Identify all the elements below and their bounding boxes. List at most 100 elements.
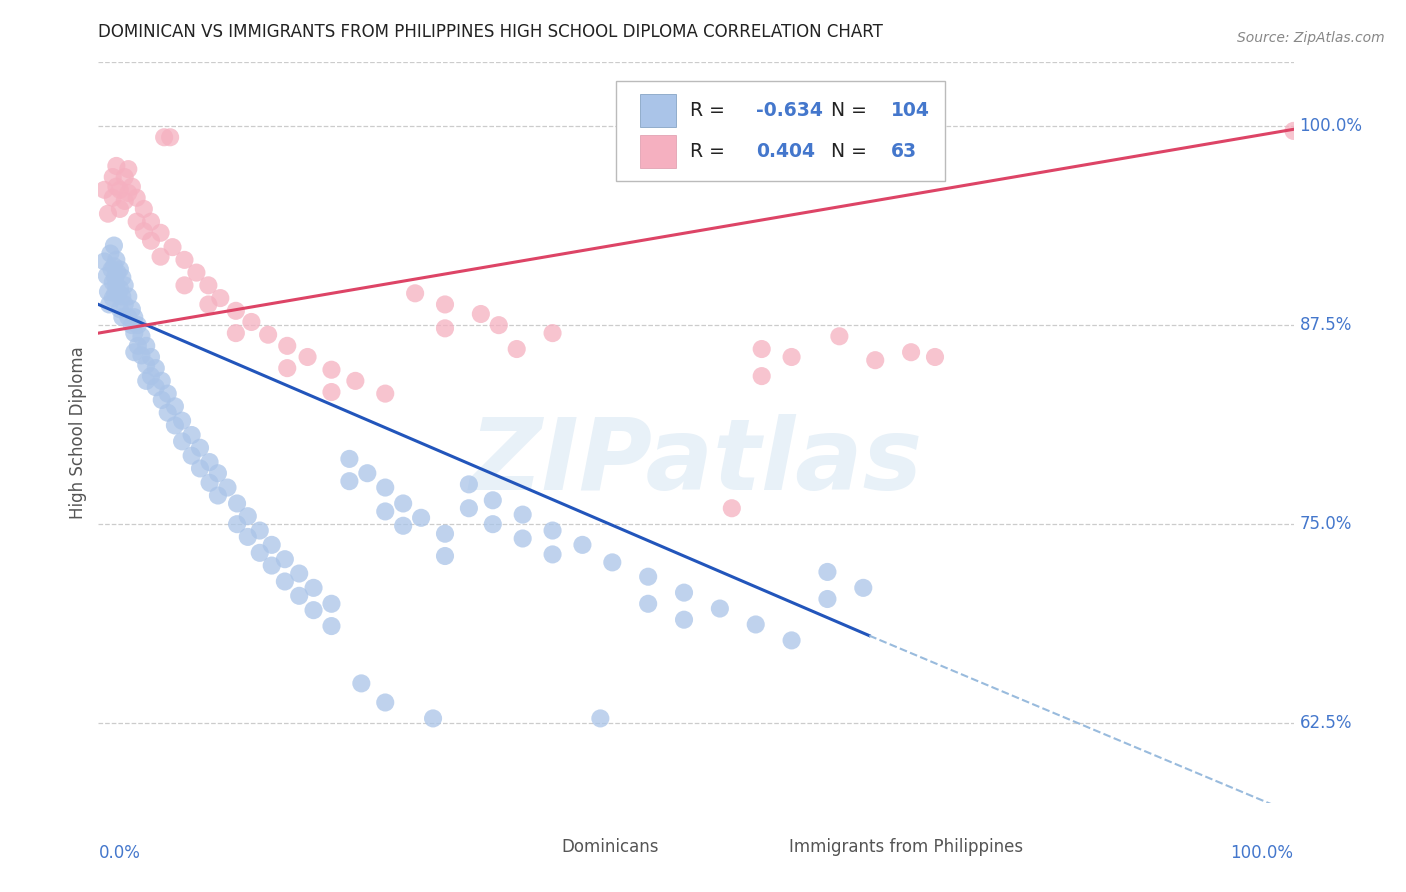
Point [302, 603, 325, 617]
Point [121, 302, 143, 317]
Point [135, 374, 157, 388]
Point [374, 696, 396, 710]
FancyBboxPatch shape [640, 135, 676, 168]
Point [117, 289, 139, 303]
Point [673, 585, 696, 599]
Point [108, 302, 131, 317]
Point [481, 493, 505, 508]
Point [257, 327, 280, 342]
Point [434, 297, 457, 311]
Point [589, 711, 612, 725]
Point [131, 348, 153, 362]
Text: 62.5%: 62.5% [1299, 714, 1353, 732]
Point [156, 386, 179, 401]
Point [108, 262, 131, 277]
Point [434, 526, 457, 541]
Point [101, 291, 124, 305]
Point [297, 350, 319, 364]
Point [226, 517, 249, 532]
Point [637, 570, 659, 584]
Point [488, 318, 510, 333]
Point [900, 345, 922, 359]
Point [411, 510, 433, 524]
Point [145, 380, 167, 394]
Point [124, 326, 146, 340]
Point [98, 246, 122, 260]
Point [135, 339, 157, 353]
Point [339, 451, 361, 466]
Point [107, 266, 129, 280]
Point [350, 676, 373, 690]
Point [780, 350, 803, 364]
Point [458, 501, 481, 516]
Point [125, 191, 148, 205]
Text: R =: R = [690, 101, 731, 120]
Point [108, 281, 131, 295]
Point [93, 183, 115, 197]
Point [249, 546, 271, 560]
Point [209, 291, 232, 305]
Point [374, 386, 396, 401]
Point [125, 214, 148, 228]
Point [506, 342, 529, 356]
Point [188, 461, 211, 475]
Point [207, 467, 229, 481]
Point [780, 633, 803, 648]
FancyBboxPatch shape [640, 94, 676, 128]
Text: N =: N = [831, 142, 873, 161]
Point [404, 286, 426, 301]
Point [97, 207, 120, 221]
Text: ZIPatlas: ZIPatlas [470, 414, 922, 511]
Text: 0.0%: 0.0% [98, 844, 141, 862]
Point [225, 303, 247, 318]
Point [139, 350, 162, 364]
Point [93, 254, 115, 268]
Point [288, 566, 311, 581]
Point [541, 524, 564, 538]
Point [226, 496, 249, 510]
Text: 75.0%: 75.0% [1299, 516, 1353, 533]
Point [103, 238, 125, 252]
Point [374, 504, 396, 518]
Point [637, 597, 659, 611]
Point [321, 362, 343, 376]
Point [709, 601, 731, 615]
Point [260, 538, 283, 552]
Text: 100.0%: 100.0% [1299, 117, 1362, 135]
Point [434, 549, 457, 563]
Point [114, 297, 136, 311]
Point [374, 481, 396, 495]
Point [108, 183, 131, 197]
Point [541, 548, 564, 562]
Point [107, 286, 129, 301]
Text: 63: 63 [891, 142, 917, 161]
Point [159, 130, 181, 145]
Point [512, 532, 534, 546]
Text: DOMINICAN VS IMMIGRANTS FROM PHILIPPINES HIGH SCHOOL DIPLOMA CORRELATION CHART: DOMINICAN VS IMMIGRANTS FROM PHILIPPINES… [98, 23, 883, 41]
Point [852, 581, 875, 595]
Point [149, 250, 172, 264]
Point [121, 318, 143, 333]
Point [321, 597, 343, 611]
Point [276, 339, 298, 353]
Point [117, 186, 139, 200]
Point [117, 162, 139, 177]
Point [153, 130, 176, 145]
Text: 0.404: 0.404 [756, 142, 814, 161]
Point [602, 555, 624, 569]
Point [481, 517, 505, 532]
Point [139, 214, 162, 228]
Point [217, 481, 239, 495]
Point [458, 477, 481, 491]
Point [156, 406, 179, 420]
Point [98, 297, 121, 311]
Point [139, 234, 162, 248]
Point [274, 574, 297, 589]
Point [422, 711, 444, 725]
Point [135, 358, 157, 372]
Text: 104: 104 [891, 101, 929, 120]
Point [114, 170, 136, 185]
Text: N =: N = [831, 101, 873, 120]
Point [111, 310, 134, 325]
Point [108, 202, 131, 216]
